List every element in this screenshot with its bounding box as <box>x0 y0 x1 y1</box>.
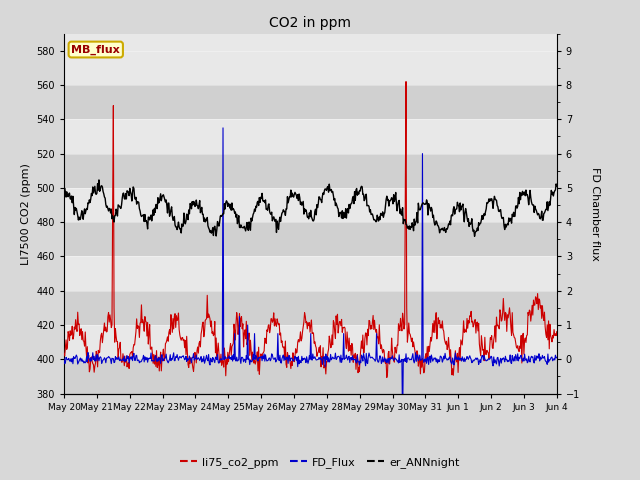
Bar <box>64 325 557 360</box>
Bar <box>64 188 557 222</box>
Legend: li75_co2_ppm, FD_Flux, er_ANNnight: li75_co2_ppm, FD_Flux, er_ANNnight <box>176 452 464 472</box>
Bar <box>64 222 557 256</box>
Bar <box>64 291 557 325</box>
Bar <box>64 51 557 85</box>
Y-axis label: LI7500 CO2 (ppm): LI7500 CO2 (ppm) <box>20 163 31 264</box>
Bar <box>64 85 557 120</box>
Bar <box>64 154 557 188</box>
Text: MB_flux: MB_flux <box>72 44 120 55</box>
Bar <box>64 120 557 154</box>
Bar <box>64 256 557 291</box>
Y-axis label: FD Chamber flux: FD Chamber flux <box>589 167 600 261</box>
Title: CO2 in ppm: CO2 in ppm <box>269 16 351 30</box>
Bar <box>64 360 557 394</box>
